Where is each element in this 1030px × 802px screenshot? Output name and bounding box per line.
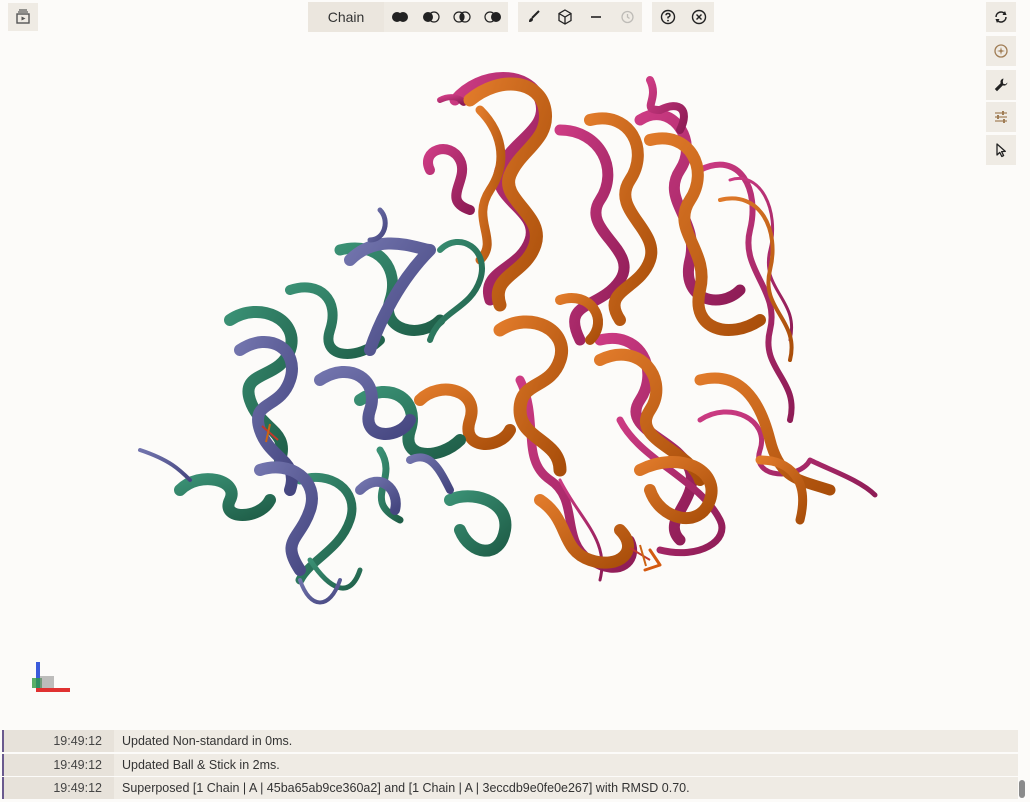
intersect-icon [452,11,471,23]
3d-viewport[interactable] [0,40,1030,730]
animation-button[interactable] [8,3,38,31]
close-button[interactable] [683,2,714,32]
color-brush-icon [528,10,540,22]
settings-wrench-icon [994,78,1008,92]
union-button[interactable] [384,2,415,32]
log-panel: 19:49:12 Updated Non-standard in 0ms. 19… [2,730,1018,801]
log-entry: 19:49:12 Updated Ball & Stick in 2ms. [2,753,1018,776]
chain-purple [138,207,454,605]
subtract-icon [422,11,440,23]
set-button[interactable] [477,2,508,32]
color-button[interactable] [518,2,549,32]
union-icon [391,12,408,22]
log-entry: 19:49:12 Updated Non-standard in 0ms. [2,730,1018,752]
log-time: 19:49:12 [4,753,114,776]
help-button[interactable] [652,2,683,32]
log-scrollbar[interactable] [1019,780,1025,798]
minus-icon [590,16,601,18]
set-icon [483,11,501,23]
cube-icon [557,9,572,25]
undo-button[interactable] [611,2,642,32]
spin-button[interactable] [986,36,1016,66]
close-icon [691,9,706,25]
selection-mode-button[interactable]: Chain [308,2,384,32]
select-pointer-icon [996,143,1006,158]
controls-button[interactable] [986,102,1016,132]
spin-icon [994,44,1008,58]
help-group [652,2,714,32]
log-time: 19:49:12 [4,777,114,799]
history-icon [620,10,634,24]
chain-green [174,239,512,591]
action-group [518,2,642,32]
toolbar: Chain [308,2,724,32]
chain-orange [414,77,836,572]
selection-mode-toggle[interactable] [986,135,1016,165]
help-icon [660,9,675,25]
selection-group: Chain [308,2,508,32]
remove-button[interactable] [580,2,611,32]
reset-camera-button[interactable] [986,2,1016,32]
intersect-button[interactable] [446,2,477,32]
representation-button[interactable] [549,2,580,32]
log-entry: 19:49:12 Superposed [1 Chain | A | 45ba6… [2,777,1018,799]
protein-structure [32,72,878,692]
settings-button[interactable] [986,70,1016,100]
subtract-button[interactable] [415,2,446,32]
ligand [261,423,651,567]
log-message: Superposed [1 Chain | A | 45ba65ab9ce360… [122,781,690,795]
reset-camera-icon [995,11,1007,23]
log-message: Updated Ball & Stick in 2ms. [122,757,280,772]
log-message: Updated Non-standard in 0ms. [122,734,293,748]
axes-indicator [32,662,70,692]
animation-icon [16,9,30,24]
log-time: 19:49:12 [4,730,114,752]
sliders-icon [995,111,1007,123]
